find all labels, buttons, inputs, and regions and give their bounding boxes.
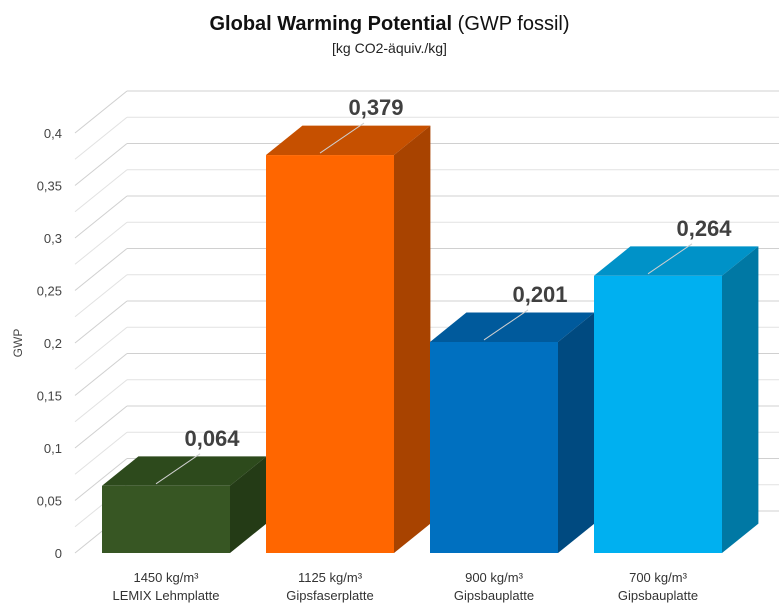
data-label: 0,264 bbox=[676, 216, 732, 241]
y-tick-label: 0,15 bbox=[37, 389, 62, 404]
gridline-depth bbox=[74, 405, 128, 449]
bar-top bbox=[102, 456, 267, 486]
chart-title: Global Warming Potential (GWP fossil) [k… bbox=[0, 12, 779, 58]
bar bbox=[266, 155, 394, 554]
y-tick-label: 0,05 bbox=[37, 494, 62, 509]
gridline-minor-depth bbox=[74, 221, 128, 265]
x-tick-label: Gipsbauplatte bbox=[454, 588, 534, 603]
x-tick-label: LEMIX Lehmplatte bbox=[113, 588, 220, 603]
x-tick-label: 700 kg/m³ bbox=[629, 570, 687, 585]
bar bbox=[102, 485, 230, 553]
y-axis-label: GWP bbox=[11, 329, 25, 358]
bar-top bbox=[430, 312, 595, 342]
x-tick-label: 900 kg/m³ bbox=[465, 570, 523, 585]
gridline-depth bbox=[74, 300, 128, 344]
y-tick-label: 0,3 bbox=[44, 231, 62, 246]
y-tick-label: 0 bbox=[55, 546, 62, 561]
gridline-minor-depth bbox=[74, 326, 128, 370]
gridline-minor-depth bbox=[74, 116, 128, 160]
data-label-leader bbox=[155, 453, 201, 485]
gridline-minor-depth bbox=[74, 431, 128, 475]
y-tick-label: 0,35 bbox=[37, 179, 62, 194]
chart-title-rest: (GWP fossil) bbox=[457, 13, 570, 35]
data-label-leader bbox=[483, 309, 529, 341]
bar-side bbox=[558, 312, 595, 553]
data-label: 0,201 bbox=[512, 282, 567, 307]
gridline-depth bbox=[74, 353, 128, 396]
gridline-depth bbox=[74, 195, 128, 239]
bar-top bbox=[594, 246, 759, 276]
bar-side bbox=[722, 246, 759, 553]
x-tick-label: 1125 kg/m³ bbox=[298, 570, 363, 585]
gridline-depth bbox=[74, 143, 128, 186]
chart-subtitle: [kg CO2-äquiv./kg] bbox=[332, 40, 447, 56]
gridline-depth bbox=[74, 458, 128, 501]
chart-title-bold: Global Warming Potential bbox=[209, 13, 453, 35]
data-label: 0,379 bbox=[348, 95, 403, 120]
y-tick-label: 0,2 bbox=[44, 336, 62, 351]
y-tick-label: 0,1 bbox=[44, 441, 62, 456]
gridline-depth bbox=[74, 90, 128, 134]
gridline-minor-depth bbox=[74, 274, 128, 318]
gridline-depth bbox=[74, 248, 128, 291]
data-label: 0,064 bbox=[184, 426, 240, 451]
y-tick-label: 0,25 bbox=[37, 284, 62, 299]
bar-side bbox=[230, 456, 267, 553]
gridline-minor-depth bbox=[74, 169, 128, 213]
data-label-leader bbox=[319, 122, 365, 154]
x-tick-label: Gipsfaserplatte bbox=[286, 588, 373, 603]
x-tick-label: Gipsbauplatte bbox=[618, 588, 698, 603]
bar bbox=[594, 275, 722, 553]
gridline-minor-depth bbox=[74, 379, 128, 423]
data-label-leader bbox=[647, 243, 693, 275]
x-tick-label: 1450 kg/m³ bbox=[133, 570, 199, 585]
bar bbox=[430, 341, 558, 553]
bar-side bbox=[394, 125, 431, 554]
y-tick-label: 0,4 bbox=[44, 126, 62, 141]
bar-top bbox=[266, 125, 431, 156]
